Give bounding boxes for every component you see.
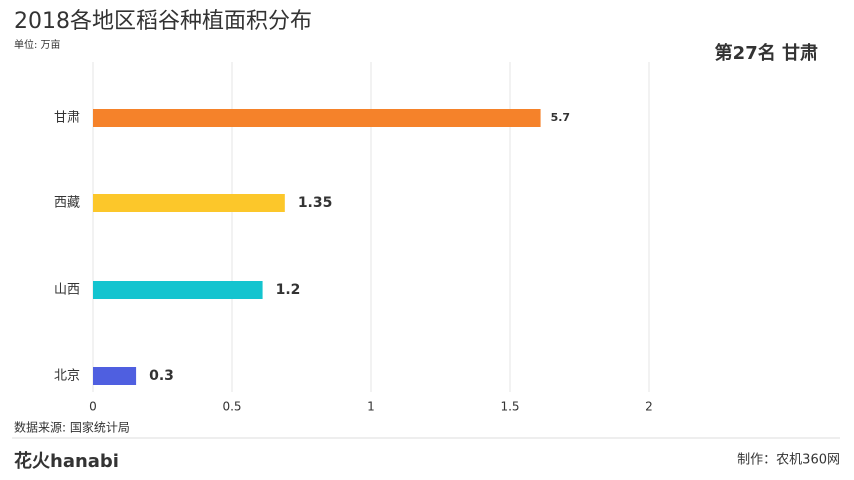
x-tick-label: 0 <box>89 400 97 414</box>
logo: 花火hanabi <box>14 450 119 472</box>
bar-label: 1.2 <box>276 282 301 298</box>
bar <box>93 281 263 299</box>
bar-label: 1.35 <box>298 195 333 211</box>
bar <box>93 367 137 385</box>
bar-label: 5.7 <box>551 111 571 124</box>
credit: 制作：农机360网 <box>737 453 840 468</box>
y-tick-label: 北京 <box>54 369 80 384</box>
bar <box>93 109 541 127</box>
bar-label: 0.3 <box>149 368 174 384</box>
x-tick-label: 1.5 <box>500 400 519 414</box>
x-tick-label: 0.5 <box>222 400 241 414</box>
y-tick-label: 山西 <box>54 283 80 298</box>
y-tick-label: 甘肃 <box>54 111 80 126</box>
x-tick-label: 2 <box>645 400 653 414</box>
rank-label: 第27名 甘肃 <box>715 42 818 64</box>
bar <box>93 194 285 212</box>
source: 数据来源: 国家统计局 <box>14 420 130 435</box>
chart-subtitle: 单位: 万亩 <box>14 38 61 51</box>
x-tick-label: 1 <box>367 400 375 414</box>
chart-title: 2018各地区稻谷种植面积分布 <box>14 9 312 34</box>
y-tick-label: 西藏 <box>54 196 80 211</box>
